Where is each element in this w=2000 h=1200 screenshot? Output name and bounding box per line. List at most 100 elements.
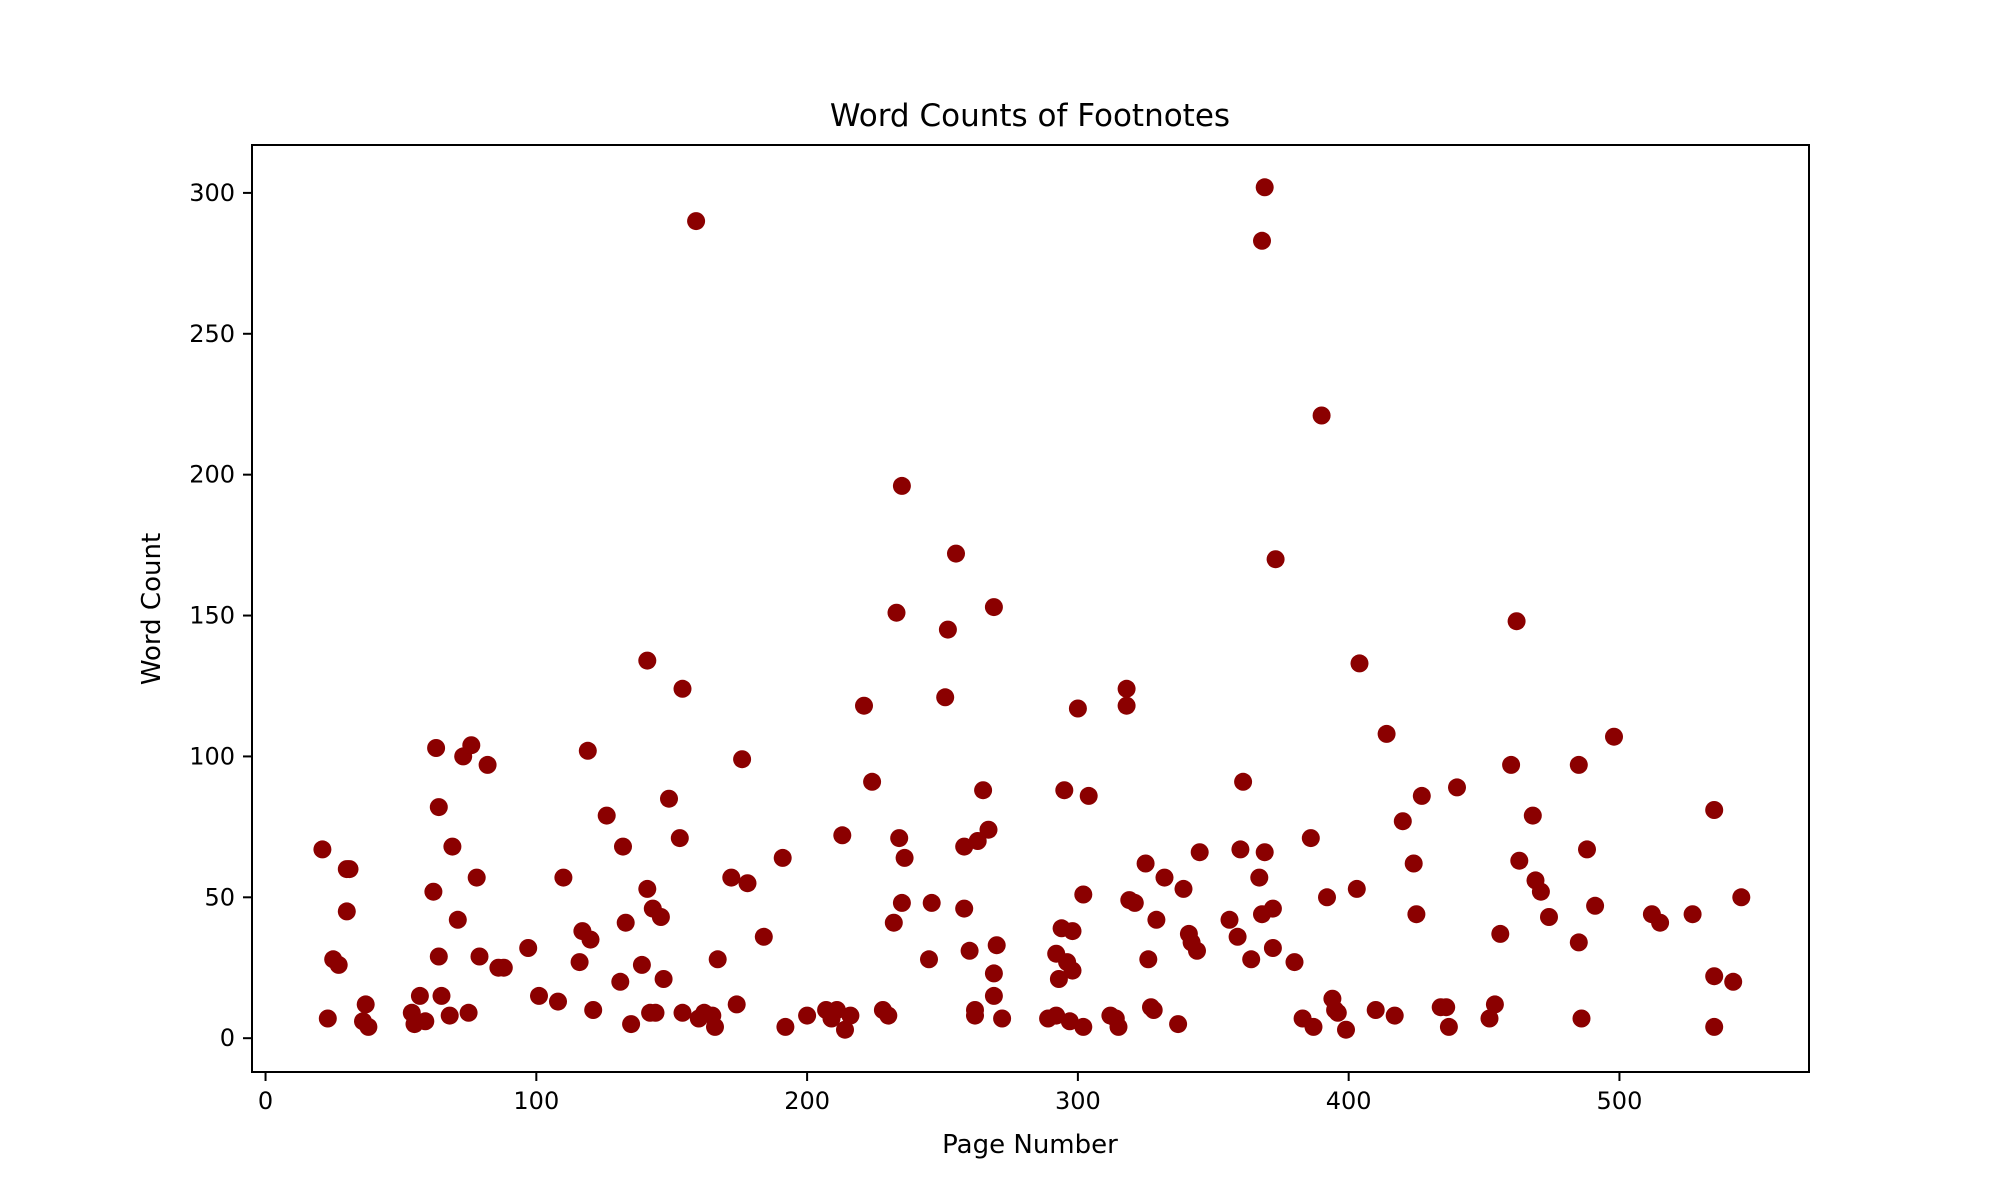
data-point: [890, 829, 909, 848]
data-point: [1683, 905, 1702, 924]
data-point: [1242, 950, 1261, 969]
data-point: [1540, 908, 1558, 926]
plot-area-frame: [251, 144, 1810, 1073]
data-point: [1231, 840, 1250, 859]
data-point: [654, 970, 673, 988]
data-point: [827, 1001, 846, 1019]
data-point: [1569, 755, 1588, 774]
data-point: [1047, 1006, 1066, 1025]
data-point: [884, 913, 903, 932]
data-point: [1263, 899, 1282, 918]
data-point: [1578, 840, 1596, 859]
data-point: [1074, 885, 1093, 904]
data-point: [987, 936, 1006, 955]
data-point: [984, 986, 1003, 1005]
data-point: [1228, 927, 1247, 946]
data-point: [1385, 1006, 1404, 1025]
data-point: [938, 620, 957, 639]
data-point: [1068, 699, 1087, 718]
data-point: [1079, 786, 1098, 805]
data-point: [432, 986, 451, 1005]
data-point: [1253, 231, 1271, 250]
data-point: [424, 882, 443, 901]
data-point: [738, 874, 757, 893]
data-point: [1510, 851, 1529, 870]
data-point: [646, 1003, 665, 1022]
data-point: [1318, 888, 1336, 907]
data-point: [754, 927, 773, 946]
data-point: [1255, 843, 1274, 862]
data-point: [1705, 1017, 1724, 1036]
data-point: [440, 1006, 459, 1025]
data-point: [1586, 896, 1605, 915]
data-point: [1188, 941, 1206, 960]
data-point: [519, 939, 538, 957]
data-point: [947, 544, 965, 563]
data-point: [1328, 1003, 1347, 1022]
data-point: [1705, 967, 1724, 986]
data-point: [1491, 924, 1510, 943]
y-tick-label: 0: [220, 1024, 235, 1052]
x-tick-label: 100: [513, 1087, 559, 1115]
data-point: [836, 1020, 854, 1039]
data-point: [955, 899, 974, 918]
data-point: [841, 1006, 860, 1025]
data-point: [863, 772, 882, 791]
data-point: [1266, 550, 1285, 569]
data-point: [611, 972, 630, 991]
data-point: [638, 651, 657, 670]
data-point: [467, 868, 486, 887]
data-point: [892, 893, 911, 912]
data-point: [1109, 1017, 1128, 1036]
data-point: [530, 986, 548, 1005]
y-tick-label: 300: [189, 179, 235, 207]
data-point: [1174, 879, 1193, 898]
data-point: [1190, 843, 1209, 862]
data-point: [616, 913, 635, 932]
data-point: [776, 1017, 795, 1036]
y-axis-ticks: 0 50 100 150 200 250 300: [189, 179, 252, 1052]
data-point: [879, 1006, 898, 1025]
data-point: [673, 1003, 692, 1022]
y-axis-label: Word Count: [137, 533, 167, 685]
data-point: [993, 1009, 1012, 1028]
data-point: [1605, 727, 1623, 746]
data-point: [1502, 755, 1521, 774]
data-point: [1407, 905, 1426, 924]
data-point: [549, 992, 567, 1011]
data-point: [448, 910, 467, 929]
data-point: [1651, 913, 1670, 932]
data-point: [974, 781, 993, 800]
data-point: [651, 908, 670, 926]
data-point: [1147, 910, 1166, 929]
data-point: [887, 603, 906, 622]
data-point: [1263, 939, 1282, 957]
data-point: [687, 212, 706, 231]
data-point: [955, 837, 974, 856]
data-point: [1412, 786, 1431, 805]
data-point: [614, 837, 632, 856]
y-tick-label: 250: [189, 320, 235, 348]
data-point: [584, 1001, 603, 1019]
data-point: [1125, 893, 1144, 912]
data-point: [478, 755, 497, 774]
data-point: [359, 1017, 378, 1036]
data-point: [1136, 854, 1155, 873]
data-point: [966, 1001, 984, 1019]
data-point: [960, 941, 979, 960]
data-point: [622, 1015, 641, 1034]
data-point: [462, 736, 481, 755]
data-point: [670, 829, 689, 848]
y-tick-label: 200: [189, 461, 235, 489]
data-point: [1448, 778, 1466, 797]
data-point: [554, 868, 573, 887]
data-point: [427, 739, 446, 757]
data-point: [1169, 1015, 1188, 1034]
y-tick-label: 50: [204, 883, 235, 911]
data-point: [1250, 868, 1269, 887]
data-point: [1350, 654, 1369, 673]
data-point: [1155, 868, 1174, 887]
data-point: [429, 947, 448, 966]
data-point: [1117, 696, 1136, 715]
